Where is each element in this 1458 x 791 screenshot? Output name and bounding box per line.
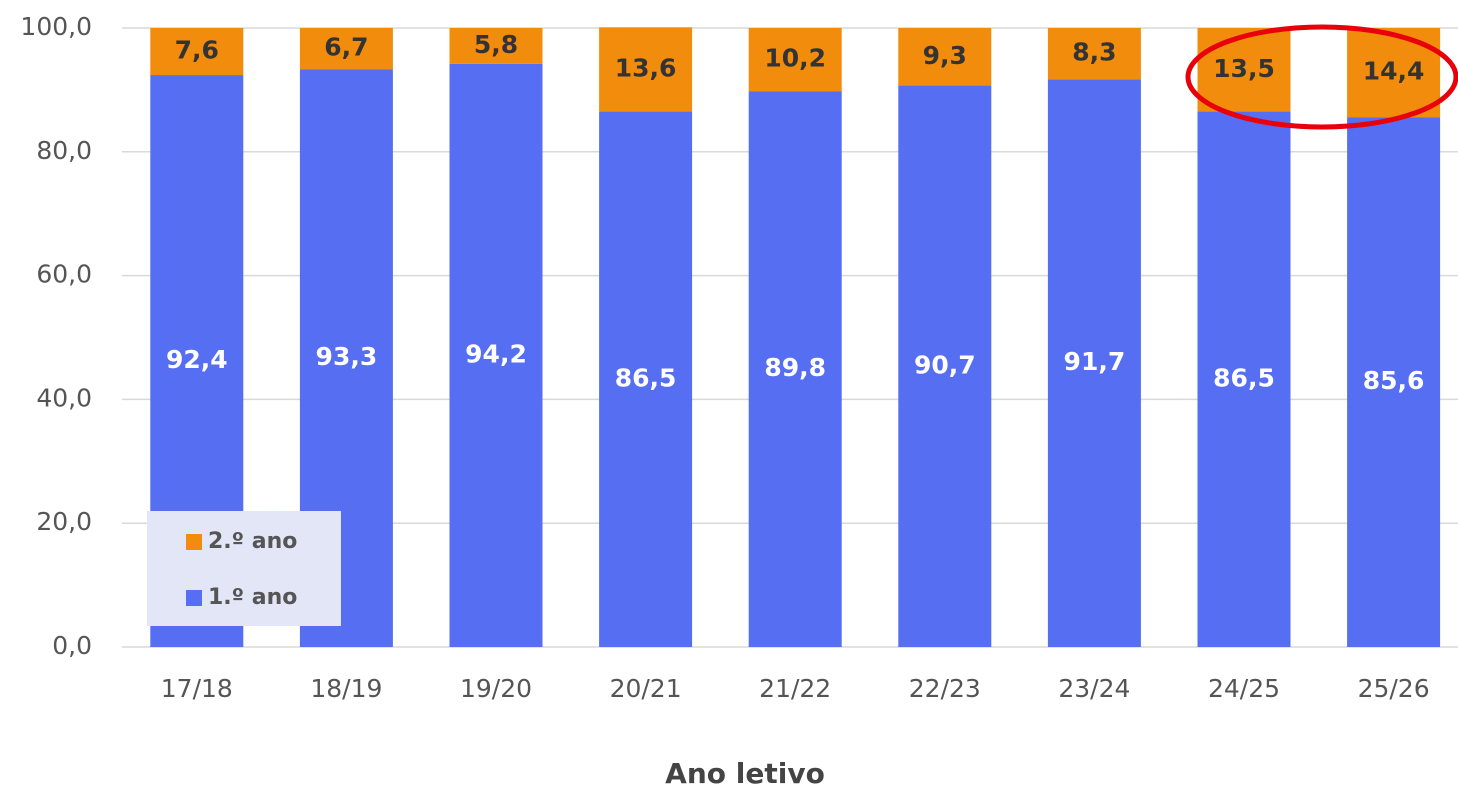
x-tick-label: 18/19 [310,674,382,703]
bar-segment [299,28,393,70]
data-label: 91,7 [1064,347,1126,376]
x-tick-label: 20/21 [610,674,682,703]
bar-segment [1197,111,1291,647]
data-label: 86,5 [615,363,677,392]
x-tick-label: 23/24 [1058,674,1130,703]
bar-segment [599,111,693,647]
bar-segment [1047,79,1141,647]
bar-segment [150,28,244,76]
y-tick-label: 100,0 [20,12,92,41]
legend-label: 2.º ano [208,529,297,554]
data-label: 90,7 [914,350,976,379]
data-label: 9,3 [923,41,967,70]
highlight-ellipse [1185,24,1458,130]
x-tick-label: 25/26 [1358,674,1430,703]
x-tick-label: 17/18 [161,674,233,703]
bar-segment [898,28,992,86]
y-tick-label: 40,0 [36,383,92,412]
x-axis-title: Ano letivo [665,757,825,790]
legend-swatch [186,534,202,550]
bar-segment [1047,28,1141,80]
bar-segment [1347,117,1441,648]
bar-segment [898,85,992,647]
y-tick-label: 80,0 [36,136,92,165]
legend-label: 1.º ano [208,585,297,610]
data-label: 85,6 [1363,366,1425,395]
x-tick-label: 21/22 [759,674,831,703]
data-label: 8,3 [1072,38,1116,67]
y-tick-label: 60,0 [36,260,92,289]
bar-segment [599,27,693,112]
data-label: 10,2 [764,44,826,73]
data-label: 14,4 [1363,57,1425,86]
data-label: 6,7 [324,33,368,62]
bar-segment [748,91,842,647]
data-label: 13,5 [1213,54,1275,83]
data-label: 92,4 [166,345,228,374]
y-tick-label: 0,0 [52,631,92,660]
data-label: 7,6 [175,36,219,65]
data-label: 89,8 [764,353,826,382]
data-label: 93,3 [316,342,378,371]
x-tick-label: 22/23 [909,674,981,703]
bar-segment [1197,28,1291,112]
data-label: 13,6 [615,53,677,82]
x-tick-label: 19/20 [460,674,532,703]
legend-box [147,511,341,626]
bar-segment [449,63,543,648]
x-tick-label: 24/25 [1208,674,1280,703]
data-label: 5,8 [474,30,518,59]
data-label: 94,2 [465,339,527,368]
bar-segment [449,28,543,64]
data-label: 86,5 [1213,363,1275,392]
legend-swatch [186,590,202,606]
bar-segment [748,28,842,92]
y-tick-label: 20,0 [36,507,92,536]
